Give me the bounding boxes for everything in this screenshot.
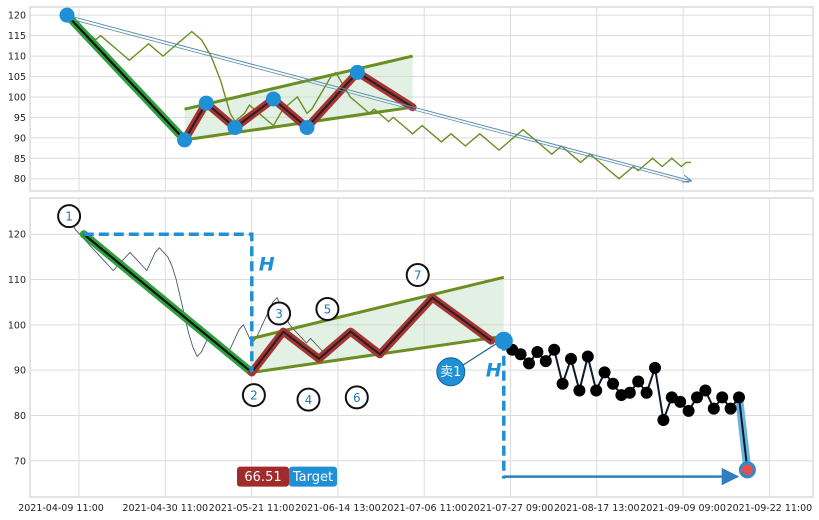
forecast-point — [573, 384, 586, 397]
forecast-point — [531, 346, 544, 359]
y-tick-label: 120 — [8, 11, 26, 22]
impulse-leg-inner — [66, 14, 186, 141]
y-tick-label: 80 — [14, 174, 26, 185]
target-label: Target — [292, 470, 333, 485]
trend-arrow — [66, 14, 691, 181]
y-tick-label: 120 — [8, 230, 26, 241]
forecast-point — [699, 384, 712, 397]
triangle-upper-line — [184, 54, 413, 111]
measured-move-left — [83, 232, 254, 373]
x-tick-label: 2021-09-22 11:00 — [727, 503, 813, 514]
y-tick-label: 85 — [14, 154, 26, 165]
pivot-label-circle — [405, 263, 430, 288]
top-panel: 80 85 90 95 100 105 110 115 120 — [8, 6, 814, 192]
y-tick-label: 100 — [8, 320, 26, 331]
pivot-label-circle — [344, 385, 369, 410]
forecast-point — [674, 395, 687, 408]
x-tick-label: 2021-07-27 09:00 — [468, 503, 554, 514]
wave-inner — [251, 296, 492, 374]
pivot-label: 1 — [65, 210, 73, 224]
sell-signal-bubble — [436, 357, 466, 387]
forecast-point — [691, 391, 703, 404]
forecast-point — [539, 355, 552, 368]
forecast-point — [556, 377, 569, 390]
x-tick-label: 2021-07-06 11:00 — [381, 503, 467, 514]
forecast-point — [607, 377, 619, 390]
forecast-point — [649, 361, 661, 374]
plot-frame — [29, 6, 814, 192]
pivot-label: 4 — [305, 393, 313, 407]
pivot-marker — [59, 7, 75, 23]
target-label-badge — [289, 466, 337, 487]
sell-signal-leader — [458, 342, 499, 369]
forecast-point — [565, 352, 577, 365]
pivot-marker — [299, 120, 315, 136]
y-tick-label: 80 — [14, 411, 26, 422]
measured-move-label: H — [259, 253, 275, 275]
forecast-point — [523, 357, 535, 370]
forecast-point — [632, 375, 645, 388]
measured-move-label: H — [486, 360, 502, 382]
pivot-label-circle — [57, 204, 82, 229]
forecast-point — [640, 386, 653, 399]
pivot-label-circle — [267, 301, 292, 326]
trend-arrow — [66, 17, 690, 184]
pivot-marker — [265, 91, 281, 107]
pivot-label: 7 — [414, 269, 422, 283]
pivot-label: 5 — [324, 302, 332, 316]
x-tick-label: 2021-08-17 13:00 — [554, 503, 640, 514]
x-tick-label: 2021-04-30 11:00 — [122, 503, 208, 514]
forecast-point — [724, 402, 737, 415]
x-tick-label: 2021-05-21 11:00 — [209, 503, 295, 514]
pivot-label-circle — [296, 387, 321, 412]
x-tick-label: 2021-06-14 13:00 — [295, 503, 381, 514]
pivot-marker — [198, 95, 214, 111]
y-tick-label: 110 — [8, 52, 26, 63]
forecast-point — [657, 413, 670, 426]
target-value-badge — [237, 466, 289, 487]
pivot-marker — [349, 64, 365, 80]
sell-signal-label: 卖1 — [440, 365, 461, 380]
x-tick-label: 2021-04-09 11:00 — [18, 503, 104, 514]
y-tick-label: 115 — [8, 31, 26, 42]
pivot-label-circle — [315, 296, 340, 321]
forecast-point — [514, 348, 527, 361]
sell-signal-marker — [494, 331, 513, 350]
target-marker — [738, 461, 756, 479]
y-tick-label: 70 — [14, 456, 26, 467]
forecast-point — [707, 402, 720, 415]
impulse-leg-inner — [83, 233, 253, 374]
forecast-point — [590, 384, 603, 397]
y-tick-label: 90 — [14, 366, 26, 377]
y-tick-label: 90 — [14, 133, 26, 144]
forecast-point — [716, 391, 729, 404]
forecast-point — [682, 404, 695, 417]
forecast-point — [733, 391, 745, 404]
pivot-label: 6 — [353, 391, 361, 405]
target-value: 66.51 — [244, 470, 281, 485]
x-tick-label: 2021-09-09 09:00 — [640, 503, 726, 514]
forecast-point — [623, 386, 636, 399]
y-tick-label: 95 — [14, 113, 26, 124]
forecast-point — [548, 343, 561, 356]
pivot-label: 3 — [275, 307, 283, 321]
forecast-point — [581, 350, 594, 363]
pivot-marker — [177, 132, 193, 148]
forecast-point — [598, 366, 611, 379]
pivot-label-circle — [241, 383, 266, 408]
pivot-label: 2 — [250, 389, 258, 403]
triangle-upper-line — [251, 275, 505, 340]
pivot-marker — [227, 120, 243, 136]
y-tick-label: 100 — [8, 92, 26, 103]
y-tick-label: 110 — [8, 275, 26, 286]
y-tick-label: 105 — [8, 72, 26, 83]
bottom-panel: 70 80 90 100 110 120 2021-04-09 11:00 2021-04-3… — [8, 197, 814, 514]
